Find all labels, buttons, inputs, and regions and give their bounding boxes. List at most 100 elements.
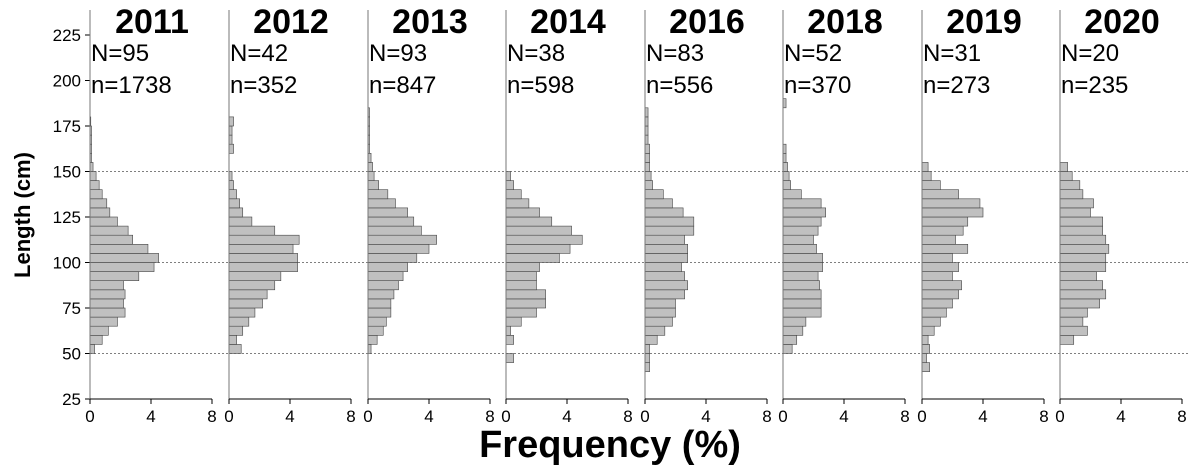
bar xyxy=(367,207,408,218)
bar xyxy=(505,298,546,309)
bar xyxy=(1059,262,1107,272)
bar xyxy=(644,153,650,163)
panel-title: 2018 xyxy=(807,3,883,41)
bar xyxy=(89,307,126,318)
x-tick-label: 4 xyxy=(978,407,987,426)
x-tick-label: 0 xyxy=(501,407,510,426)
bar xyxy=(1059,334,1075,345)
bar xyxy=(1059,162,1068,172)
annotation: n=1738 xyxy=(91,72,172,99)
annotation: N=38 xyxy=(507,40,565,67)
bar xyxy=(782,225,819,236)
panel-title: 2012 xyxy=(253,3,329,41)
bar xyxy=(644,334,658,345)
bar xyxy=(644,216,695,227)
bar xyxy=(367,253,418,263)
panel-title: 2020 xyxy=(1084,3,1160,41)
x-tick-label: 0 xyxy=(85,407,94,426)
bar xyxy=(644,253,689,263)
bar xyxy=(89,289,126,300)
bar xyxy=(505,225,572,236)
annotation: n=598 xyxy=(507,72,574,99)
x-tick-label: 4 xyxy=(1116,407,1125,426)
bar xyxy=(228,207,244,218)
bar xyxy=(921,171,932,181)
bar xyxy=(1059,207,1091,218)
y-tick-label: 150 xyxy=(53,163,81,182)
bar xyxy=(644,316,673,327)
bar xyxy=(228,234,300,245)
bar xyxy=(1059,234,1107,245)
bar xyxy=(367,289,395,300)
annotation: N=93 xyxy=(369,40,427,67)
bar xyxy=(505,171,511,181)
panel-title: 2011 xyxy=(115,3,189,41)
bar xyxy=(89,271,140,282)
bar xyxy=(89,316,118,327)
bar xyxy=(782,244,817,254)
bar xyxy=(367,271,404,282)
bar xyxy=(367,225,422,236)
bar xyxy=(228,289,268,300)
bar xyxy=(367,325,384,336)
bar xyxy=(367,262,408,272)
bar xyxy=(644,198,673,209)
bar xyxy=(921,234,956,245)
bar xyxy=(228,298,263,309)
x-tick-label: 0 xyxy=(778,407,787,426)
bar xyxy=(228,198,240,209)
x-tick-label: 0 xyxy=(640,407,649,426)
x-tick-label: 8 xyxy=(1177,407,1186,426)
y-axis-label: Length (cm) xyxy=(10,152,35,278)
annotation: N=20 xyxy=(1061,40,1119,67)
bar xyxy=(644,353,650,363)
bar xyxy=(921,207,984,218)
bar xyxy=(921,216,969,227)
bar xyxy=(228,244,294,254)
bar xyxy=(505,180,514,191)
bar xyxy=(921,289,959,300)
bar xyxy=(644,307,676,318)
bar xyxy=(89,262,155,272)
bar xyxy=(1059,298,1100,309)
bar xyxy=(505,253,560,263)
bar xyxy=(1059,307,1088,318)
panel-title: 2014 xyxy=(530,3,606,41)
bar xyxy=(921,334,929,345)
x-tick-label: 4 xyxy=(562,407,571,426)
x-axis-label: Frequency (%) xyxy=(479,424,741,466)
bar xyxy=(1059,253,1107,263)
x-tick-label: 8 xyxy=(1039,407,1048,426)
annotation: n=847 xyxy=(369,72,436,99)
bar xyxy=(505,289,546,300)
bar xyxy=(782,280,820,291)
bar xyxy=(1059,325,1088,336)
bar xyxy=(367,198,396,209)
bar xyxy=(89,234,134,245)
bar xyxy=(89,171,97,181)
x-tick-label: 4 xyxy=(839,407,848,426)
bar xyxy=(644,344,650,354)
bar xyxy=(1059,316,1084,327)
x-tick-label: 4 xyxy=(424,407,433,426)
bar xyxy=(644,207,684,218)
panel-title: 2016 xyxy=(669,3,745,41)
bar xyxy=(228,325,244,336)
bar xyxy=(644,298,676,309)
bar xyxy=(505,216,553,227)
bar xyxy=(505,262,540,272)
bar xyxy=(782,334,798,345)
y-tick-label: 25 xyxy=(62,390,81,409)
bar xyxy=(367,307,392,318)
x-tick-label: 8 xyxy=(900,407,909,426)
bar xyxy=(782,262,823,272)
y-tick-label: 225 xyxy=(53,26,81,45)
x-tick-label: 8 xyxy=(485,407,494,426)
annotation: n=352 xyxy=(230,72,297,99)
x-tick-label: 8 xyxy=(762,407,771,426)
bar xyxy=(505,234,583,245)
bar xyxy=(367,280,399,291)
bar xyxy=(89,253,159,263)
bar xyxy=(367,162,373,172)
